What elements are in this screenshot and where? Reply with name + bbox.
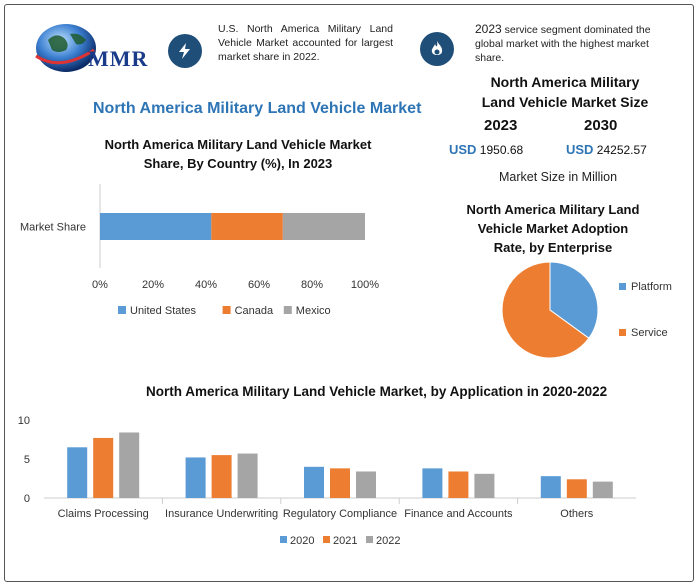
lightning-icon: [168, 34, 202, 68]
adoption-chart-title-line1: North America Military Land: [466, 202, 640, 217]
bar-segment-canada: [211, 213, 283, 240]
legend-swatch: [280, 536, 287, 543]
x-tick-label: 40%: [195, 279, 217, 291]
value-2023: 1950.68: [479, 143, 524, 157]
category-label: Claims Processing: [58, 508, 149, 520]
category-label: Regulatory Compliance: [283, 508, 397, 520]
category-label: Others: [560, 508, 594, 520]
main-title: North America Military Land Vehicle Mark…: [93, 100, 422, 117]
legend-label: 2021: [333, 535, 357, 547]
bar-2022: [119, 432, 140, 498]
legend-swatch: [619, 329, 626, 336]
market-year-2023: 2023: [484, 117, 518, 134]
market-size-title: North America Military Land Vehicle Mark…: [455, 72, 675, 112]
legend-label: United States: [130, 305, 197, 317]
legend-swatch: [222, 306, 231, 314]
bar-2021: [93, 437, 114, 498]
application-chart-title: North America Military Land Vehicle Mark…: [146, 384, 608, 399]
y-tick-label: 5: [24, 454, 30, 466]
market-size-unit: Market Size in Million: [499, 170, 618, 184]
legend-label: Service: [631, 327, 668, 339]
bar-2022: [356, 471, 376, 498]
legend-label: Platform: [631, 281, 672, 293]
callout-right-year: 2023: [475, 22, 502, 36]
callout-right: 2023 service segment dominated the globa…: [475, 22, 655, 65]
currency-label: USD: [449, 142, 477, 157]
callout-right-text: service segment dominated the global mar…: [475, 24, 651, 64]
category-label: Market Share: [20, 222, 86, 234]
logo: MMR: [30, 20, 155, 80]
x-tick-label: 100%: [351, 279, 379, 291]
bar-2021: [566, 479, 587, 498]
adoption-chart-title-line3: Rate, by Enterprise: [493, 240, 613, 255]
market-year-2030: 2030: [584, 117, 618, 134]
bar-2020: [304, 466, 324, 498]
adoption-chart-title-line2: Vehicle Market Adoption: [477, 221, 629, 236]
bar-2020: [67, 447, 88, 498]
market-size-title-line1: North America Military: [490, 74, 640, 90]
globe-icon: [35, 24, 96, 72]
category-label: Finance and Accounts: [404, 508, 513, 520]
bar-2020: [422, 468, 443, 498]
legend-label: Canada: [235, 305, 274, 317]
adoption-chart-title: North America Military Land Vehicle Mark…: [448, 200, 658, 257]
bar-2021: [448, 471, 469, 498]
application-bar-chart: 0 5 10 Claims Processing Insurance Underwrit…: [18, 415, 636, 547]
adoption-pie-chart: Platform Service: [501, 261, 672, 359]
flame-icon: [420, 32, 454, 66]
x-tick-label: 20%: [142, 279, 164, 291]
logo-text: MMR: [88, 46, 149, 71]
country-chart-title: North America Military Land Vehicle Mark…: [80, 135, 396, 173]
y-tick-label: 0: [24, 493, 30, 505]
x-tick-label: 60%: [248, 279, 270, 291]
callout-left: U.S. North America Military Land Vehicle…: [218, 23, 393, 63]
country-share-chart: Market Share 0% 20% 40% 60% 80% 100% United Sta…: [20, 184, 379, 317]
legend-swatch: [323, 536, 330, 543]
legend-label: 2020: [290, 535, 314, 547]
legend-swatch: [118, 306, 126, 314]
value-2030: 24252.57: [596, 143, 647, 157]
bar-2022: [592, 481, 613, 498]
bar-2022: [474, 473, 495, 498]
legend-label: 2022: [376, 535, 400, 547]
pie-slice-service: [501, 261, 590, 359]
market-size-title-line2: Land Vehicle Market Size: [481, 94, 649, 110]
legend-swatch: [366, 536, 373, 543]
bar-2021: [211, 455, 232, 498]
y-tick-label: 10: [18, 415, 30, 427]
market-value-2023: USD 1950.68: [449, 142, 523, 157]
bar-2020: [185, 457, 206, 498]
legend-swatch: [619, 283, 626, 290]
bar-2020: [540, 476, 561, 498]
category-label: Insurance Underwriting: [165, 508, 278, 520]
country-chart-title-line2: Share, By Country (%), In 2023: [143, 156, 333, 171]
currency-label: USD: [566, 142, 594, 157]
bar-segment-united-states: [100, 213, 212, 240]
legend-label: Mexico: [296, 305, 331, 317]
bar-segment-mexico: [282, 213, 365, 240]
bar-2022: [237, 453, 258, 498]
bar-2021: [330, 468, 350, 498]
infographic-frame: [4, 4, 694, 582]
market-value-2030: USD 24252.57: [566, 142, 647, 157]
country-chart-title-line1: North America Military Land Vehicle Mark…: [104, 137, 372, 152]
legend-swatch: [283, 306, 292, 314]
x-tick-label: 80%: [301, 279, 323, 291]
pie-slice-platform: [549, 261, 599, 339]
x-tick-label: 0%: [92, 279, 108, 291]
